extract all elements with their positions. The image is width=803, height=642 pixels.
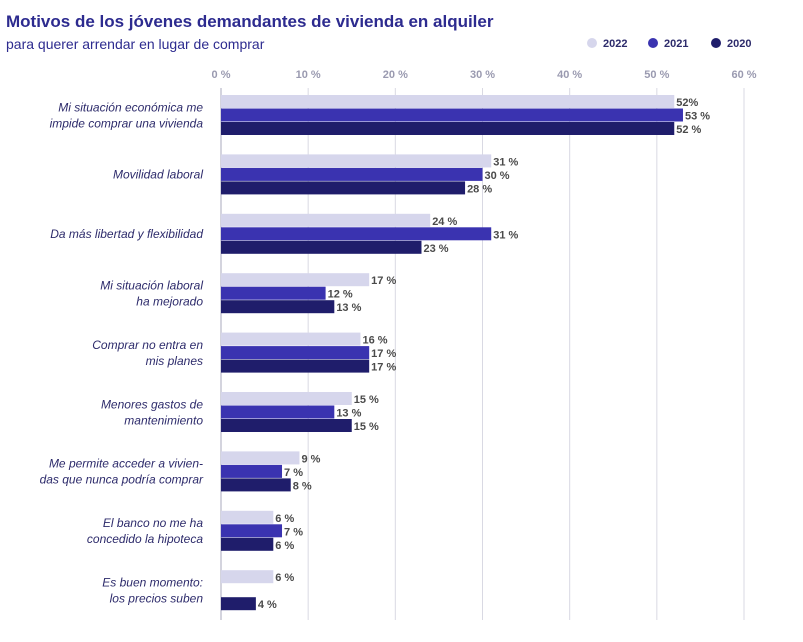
bar-2021 xyxy=(221,405,335,419)
value-label: 17 % xyxy=(371,275,396,287)
value-label: 17 % xyxy=(371,362,396,374)
bar-2020 xyxy=(221,478,291,492)
category-label: Menores gastos de xyxy=(101,397,203,411)
bar-2022 xyxy=(221,570,274,584)
category-label: Comprar no entra en xyxy=(92,338,203,352)
legend-label: 2020 xyxy=(727,38,751,50)
x-tick-label: 20 % xyxy=(383,69,408,81)
value-label: 16 % xyxy=(362,335,387,347)
bar-2020 xyxy=(221,181,466,195)
bar-2021 xyxy=(221,227,492,241)
x-tick-label: 10 % xyxy=(296,69,321,81)
value-label: 52% xyxy=(676,97,698,109)
value-label: 31 % xyxy=(493,229,518,241)
category-label: mantenimiento xyxy=(124,413,203,427)
bar-2022 xyxy=(221,154,492,168)
x-tick-label: 60 % xyxy=(731,69,756,81)
category-label: mis planes xyxy=(146,354,203,368)
value-label: 15 % xyxy=(354,421,379,433)
category-label: impide comprar una vivienda xyxy=(50,116,204,130)
category-label: los precios suben xyxy=(110,591,204,605)
x-tick-label: 30 % xyxy=(470,69,495,81)
category-label: Mi situación laboral xyxy=(100,278,203,292)
value-label: 52 % xyxy=(676,124,701,136)
bar-2020 xyxy=(221,300,335,314)
value-label: 8 % xyxy=(293,480,312,492)
value-label: 17 % xyxy=(371,348,396,360)
value-label: 12 % xyxy=(328,289,353,301)
category-label: concedido la hipoteca xyxy=(87,532,203,546)
value-label: 30 % xyxy=(485,170,510,182)
x-tick-label: 40 % xyxy=(557,69,582,81)
bar-2020 xyxy=(221,122,675,135)
value-label: 24 % xyxy=(432,216,457,228)
bar-2020 xyxy=(221,240,422,254)
value-label: 23 % xyxy=(423,243,448,255)
category-label: ha mejorado xyxy=(136,294,203,308)
legend-label: 2022 xyxy=(603,38,627,50)
bar-2022 xyxy=(221,213,431,227)
bar-2021 xyxy=(221,108,683,122)
bar-2021 xyxy=(221,464,283,478)
value-label: 53 % xyxy=(685,111,710,123)
legend-label: 2021 xyxy=(664,38,688,50)
bar-2020 xyxy=(221,359,370,373)
value-label: 6 % xyxy=(275,572,294,584)
bar-2021 xyxy=(221,286,326,300)
value-labels: 52%53 %52 %31 %30 %28 %24 %31 %23 %17 %1… xyxy=(258,97,710,611)
bar-2022 xyxy=(221,332,361,346)
value-label: 13 % xyxy=(336,302,361,314)
bar-2021 xyxy=(221,346,370,360)
bar-2020 xyxy=(221,537,274,551)
bar-2022 xyxy=(221,451,300,465)
bars xyxy=(221,95,683,611)
category-label: Mi situación económica me xyxy=(58,100,203,114)
legend-swatch xyxy=(587,38,597,48)
value-label: 4 % xyxy=(258,599,277,611)
value-label: 15 % xyxy=(354,394,379,406)
legend: 2022 2021 2020 xyxy=(587,38,751,50)
bar-2021 xyxy=(221,524,283,538)
value-label: 28 % xyxy=(467,183,492,195)
value-label: 7 % xyxy=(284,467,303,479)
value-label: 13 % xyxy=(336,408,361,420)
bar-2022 xyxy=(221,95,675,108)
chart-subtitle: para querer arrendar en lugar de comprar xyxy=(6,36,265,52)
category-label: Me permite acceder a vivien- xyxy=(49,457,203,471)
legend-swatch xyxy=(711,38,721,48)
value-label: 7 % xyxy=(284,526,303,538)
category-label: das que nunca podría comprar xyxy=(40,473,204,487)
bar-2020 xyxy=(221,597,256,611)
x-tick-label: 0 % xyxy=(212,69,231,81)
category-label: Es buen momento: xyxy=(102,575,203,589)
category-labels: Mi situación económica me impide comprar … xyxy=(40,100,204,605)
value-label: 6 % xyxy=(275,540,294,552)
value-label: 31 % xyxy=(493,156,518,168)
category-label: Movilidad laboral xyxy=(113,168,203,182)
bar-2022 xyxy=(221,392,352,405)
x-tick-label: 50 % xyxy=(644,69,669,81)
x-axis-ticks: 0 % 10 % 20 % 30 % 40 % 50 % 60 % xyxy=(212,69,757,81)
bar-2022 xyxy=(221,510,274,524)
value-label: 9 % xyxy=(301,453,320,465)
value-label: 6 % xyxy=(275,513,294,525)
bar-2022 xyxy=(221,273,370,287)
legend-swatch xyxy=(648,38,658,48)
bar-2021 xyxy=(221,167,483,181)
chart-title: Motivos de los jóvenes demandantes de vi… xyxy=(6,12,494,31)
category-label: Da más libertad y flexibilidad xyxy=(50,227,203,241)
bar-2020 xyxy=(221,419,352,432)
category-label: El banco no me ha xyxy=(103,516,203,530)
